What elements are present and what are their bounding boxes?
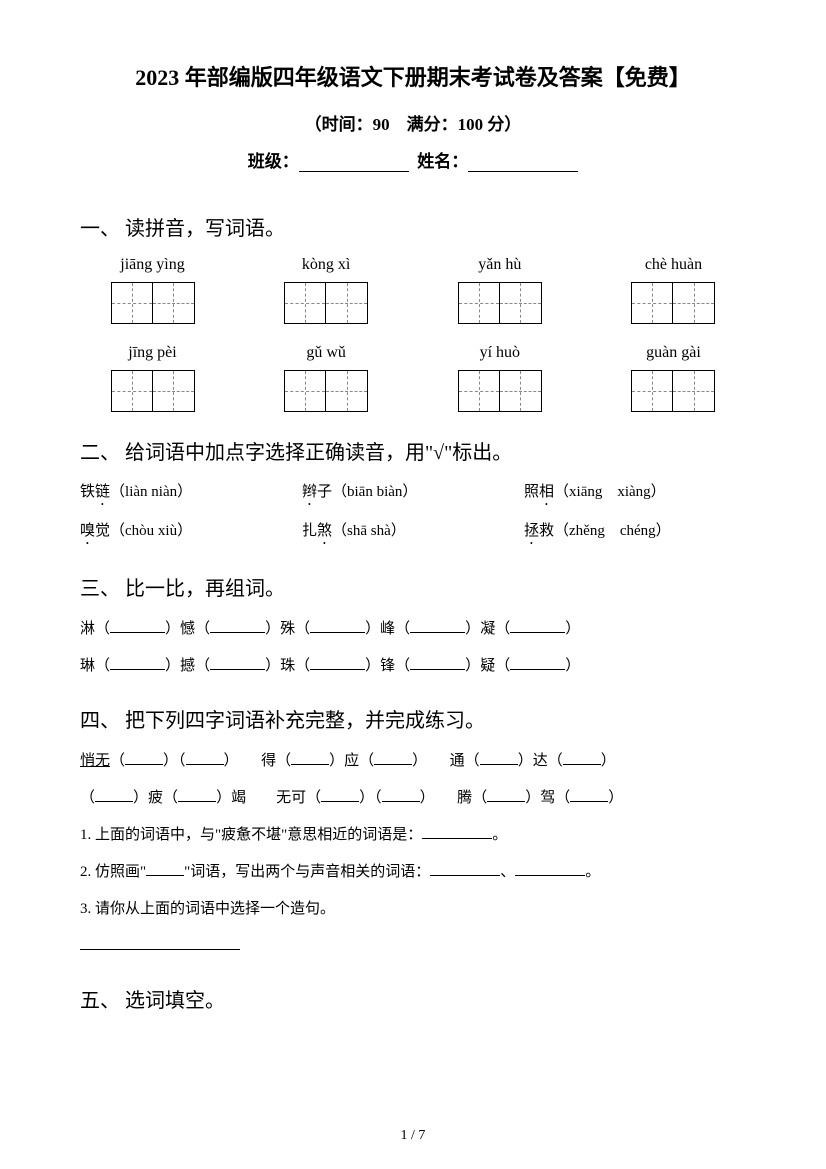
pinyin-label: jīng pèi [85, 344, 220, 362]
answer-blank[interactable] [430, 862, 500, 876]
q2-item: 铁链（liàn niàn） [80, 480, 302, 509]
answer-blank[interactable] [487, 788, 525, 802]
q2-item: 照相（xiāng xiàng） [524, 480, 746, 509]
reference-blank [146, 862, 184, 876]
answer-boxes[interactable] [432, 370, 567, 412]
answer-boxes[interactable] [606, 282, 741, 324]
answer-boxes[interactable] [85, 282, 220, 324]
q1-pinyin-row-2: jīng pèi gǔ wǔ yí huò guàn gài [80, 344, 746, 362]
answer-blank[interactable] [510, 656, 565, 670]
pinyin-label: yǎn hù [432, 256, 567, 274]
q4-idiom-line-2: （）疲（）竭 无可（）（） 腾（）驾（） [80, 785, 746, 812]
pinyin-label: yí huò [432, 344, 567, 362]
q3-line-1: 淋（）憾（）殊（）峰（）凝（） [80, 616, 746, 643]
answer-blank[interactable] [410, 619, 465, 633]
answer-blank[interactable] [563, 751, 601, 765]
pinyin-label: gǔ wǔ [259, 344, 394, 362]
answer-boxes[interactable] [606, 370, 741, 412]
q5-heading: 五、 选词填空。 [80, 984, 746, 1013]
q4-sub-3: 3. 请你从上面的词语中选择一个造句。 [80, 896, 746, 923]
answer-blank[interactable] [95, 788, 133, 802]
q4-idiom-line-1: 悄无（）（） 得（）应（） 通（）达（） [80, 748, 746, 775]
answer-blank[interactable] [310, 619, 365, 633]
answer-blank[interactable] [110, 656, 165, 670]
answer-blank[interactable] [510, 619, 565, 633]
answer-blank[interactable] [422, 825, 492, 839]
answer-blank[interactable] [210, 656, 265, 670]
q1-box-row-1 [80, 282, 746, 324]
q2-row: 铁链（liàn niàn） 辫子（biān biàn） 照相（xiāng xià… [80, 480, 746, 509]
q3-line-2: 琳（）撼（）珠（）锋（）疑（） [80, 653, 746, 680]
answer-boxes[interactable] [259, 282, 394, 324]
question-1: 一、 读拼音，写词语。 jiāng yìng kòng xì yǎn hù ch… [80, 212, 746, 412]
answer-blank[interactable] [210, 619, 265, 633]
answer-blank[interactable] [410, 656, 465, 670]
answer-boxes[interactable] [85, 370, 220, 412]
q2-row: 嗅觉（chòu xiù） 扎煞（shā shà） 拯救（zhěng chéng） [80, 519, 746, 548]
exam-title: 2023 年部编版四年级语文下册期末考试卷及答案【免费】 [80, 60, 746, 92]
q2-item: 嗅觉（chòu xiù） [80, 519, 302, 548]
name-label: 姓名： [417, 152, 468, 171]
q1-box-row-2 [80, 370, 746, 412]
answer-blank[interactable] [374, 751, 412, 765]
name-blank[interactable] [468, 154, 578, 172]
class-label: 班级： [248, 152, 299, 171]
answer-blank[interactable] [515, 862, 585, 876]
q2-item: 拯救（zhěng chéng） [524, 519, 746, 548]
q4-sub-2: 2. 仿照画""词语，写出两个与声音相关的词语：、。 [80, 859, 746, 886]
q3-heading: 三、 比一比，再组词。 [80, 572, 746, 601]
answer-blank[interactable] [321, 788, 359, 802]
answer-boxes[interactable] [259, 370, 394, 412]
answer-blank[interactable] [570, 788, 608, 802]
q2-item: 辫子（biān biàn） [302, 480, 524, 509]
pinyin-label: jiāng yìng [85, 256, 220, 274]
q2-item: 扎煞（shā shà） [302, 519, 524, 548]
pinyin-label: guàn gài [606, 344, 741, 362]
answer-blank[interactable] [186, 751, 224, 765]
answer-blank[interactable] [480, 751, 518, 765]
question-2: 二、 给词语中加点字选择正确读音，用"√"标出。 铁链（liàn niàn） 辫… [80, 436, 746, 548]
answer-blank[interactable] [291, 751, 329, 765]
class-blank[interactable] [299, 154, 409, 172]
page-number: 1 / 7 [0, 1128, 826, 1144]
answer-blank[interactable] [382, 788, 420, 802]
pinyin-label: kòng xì [259, 256, 394, 274]
q1-pinyin-row-1: jiāng yìng kòng xì yǎn hù chè huàn [80, 256, 746, 274]
answer-blank[interactable] [310, 656, 365, 670]
name-line: 班级： 姓名： [80, 147, 746, 172]
question-3: 三、 比一比，再组词。 淋（）憾（）殊（）峰（）凝（） 琳（）撼（）珠（）锋（）… [80, 572, 746, 680]
question-4: 四、 把下列四字词语补充完整，并完成练习。 悄无（）（） 得（）应（） 通（）达… [80, 704, 746, 960]
q4-sub-1: 1. 上面的词语中，与"疲惫不堪"意思相近的词语是：。 [80, 822, 746, 849]
question-5: 五、 选词填空。 [80, 984, 746, 1013]
pinyin-label: chè huàn [606, 256, 741, 274]
q4-heading: 四、 把下列四字词语补充完整，并完成练习。 [80, 704, 746, 733]
answer-blank[interactable] [178, 788, 216, 802]
q2-heading: 二、 给词语中加点字选择正确读音，用"√"标出。 [80, 436, 746, 465]
exam-subtitle: （时间：90 满分：100 分） [80, 110, 746, 135]
answer-boxes[interactable] [432, 282, 567, 324]
answer-blank[interactable] [110, 619, 165, 633]
answer-blank[interactable] [125, 751, 163, 765]
q1-heading: 一、 读拼音，写词语。 [80, 212, 746, 241]
q4-sentence-blank[interactable] [80, 933, 746, 960]
